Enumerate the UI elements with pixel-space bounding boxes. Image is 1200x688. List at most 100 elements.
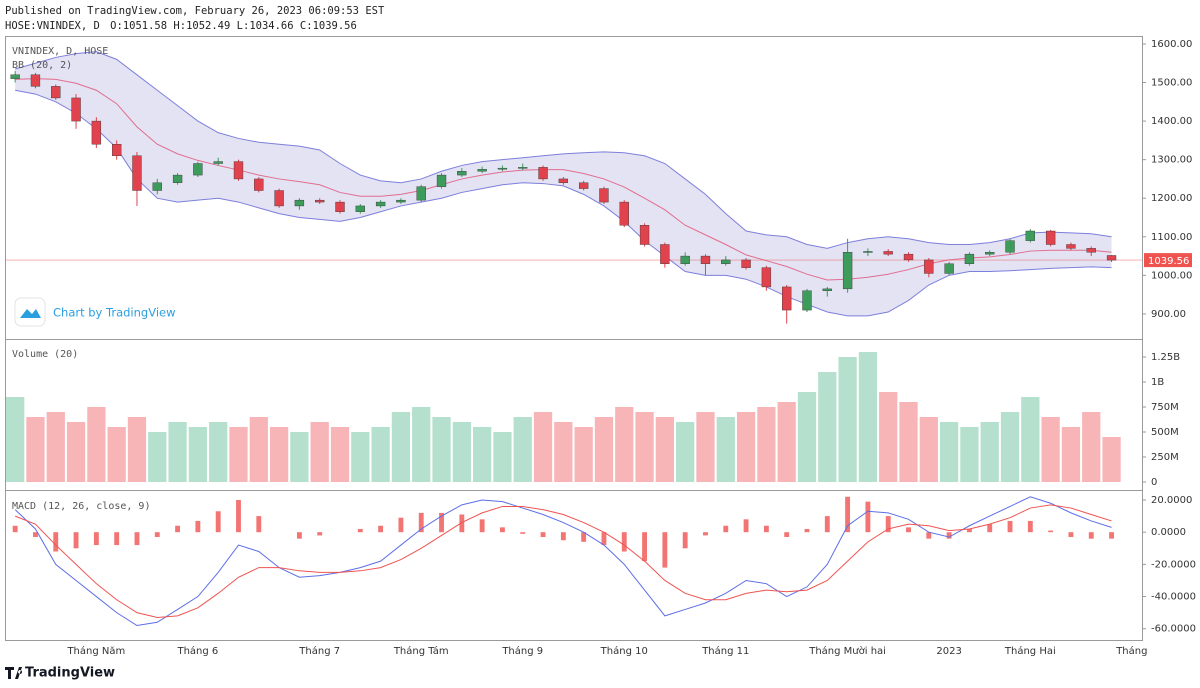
histogram-bar	[296, 532, 302, 539]
histogram-bar	[1007, 520, 1013, 533]
candle-body	[863, 251, 873, 253]
histogram-bar	[256, 516, 262, 533]
y-tick-label: 1B	[1151, 377, 1164, 388]
volume-bar	[818, 372, 837, 482]
brand-logo	[5, 667, 23, 679]
macd-line	[14, 504, 1112, 618]
histogram-bar	[500, 527, 505, 533]
candle-body	[761, 267, 772, 288]
x-tick-label: Tháng	[1115, 645, 1147, 657]
histogram-bar	[175, 525, 181, 533]
candle-body	[436, 174, 447, 187]
volume-bar	[879, 392, 898, 482]
y-tick-label: 1500.00	[1151, 78, 1192, 89]
candle-body	[1025, 230, 1035, 241]
y-tick-label: -60.0000	[1151, 624, 1196, 635]
histogram-bar	[560, 532, 566, 541]
candle-body	[802, 290, 812, 311]
y-tick-label: 1000.00	[1151, 270, 1192, 281]
candle-body	[335, 201, 345, 212]
pane-title: MACD (12, 26, close, 9)	[12, 501, 150, 512]
volume-bar	[168, 422, 187, 482]
x-tick-label: 2023	[936, 646, 961, 657]
candle-body	[315, 199, 325, 203]
candle-body	[193, 163, 203, 176]
histogram-bar	[195, 520, 201, 533]
candle-body	[294, 199, 305, 207]
candle-body	[71, 97, 81, 122]
candle-body	[578, 182, 589, 189]
x-tick-label: Tháng 9	[501, 645, 543, 657]
pane-title: VNINDEX, D, HOSE	[12, 46, 108, 57]
histogram-bar	[601, 532, 607, 546]
histogram-bar	[398, 517, 404, 533]
symbol: HOSE:VNINDEX, D	[5, 20, 100, 32]
histogram-bar	[926, 532, 932, 539]
histogram-bar	[53, 532, 59, 552]
histogram-bar	[479, 519, 485, 533]
y-tick-label: 20.0000	[1151, 495, 1192, 506]
y-tick-label: 1100.00	[1151, 232, 1192, 243]
candle-body	[1045, 230, 1056, 245]
candle-body	[619, 201, 629, 226]
histogram-bar	[723, 525, 729, 533]
y-tick-label: -20.0000	[1151, 559, 1196, 570]
volume-bar	[960, 427, 979, 482]
candle-body	[985, 252, 995, 255]
candle-body	[152, 182, 162, 191]
histogram-bar	[73, 532, 79, 549]
volume-bar	[1021, 397, 1040, 482]
histogram-bar	[33, 532, 38, 538]
histogram-bar	[1088, 532, 1094, 539]
candle-body	[274, 190, 284, 207]
volume-bar	[919, 417, 938, 482]
candle-body	[700, 255, 711, 264]
histogram-bar	[1109, 532, 1114, 539]
watermark-text: Chart by TradingView	[53, 306, 176, 320]
x-tick-label: Tháng Năm	[66, 645, 125, 657]
pane-title: Volume (20)	[12, 349, 78, 360]
volume-bar	[269, 427, 289, 482]
volume-bar	[229, 427, 248, 482]
volume-bar	[209, 422, 228, 482]
ohlc-label: O:	[110, 20, 123, 32]
pane-subtitle: BB (20, 2)	[12, 60, 72, 71]
volume-bar	[1061, 427, 1081, 482]
volume-bar	[513, 417, 532, 482]
candle-body	[518, 167, 528, 169]
histogram-bar	[540, 532, 546, 538]
volume-bar	[127, 417, 147, 482]
candle-body	[741, 259, 751, 268]
volume-bar	[676, 422, 695, 482]
volume-bar	[6, 397, 25, 482]
candle-body	[924, 259, 934, 274]
candle-body	[233, 161, 244, 180]
candle-body	[355, 205, 365, 212]
ohlc-label: H:	[173, 20, 186, 32]
histogram-bar	[966, 528, 972, 533]
published-line: Published on TradingView.com, February 2…	[5, 5, 385, 17]
ohlc-value: 1051.58	[123, 20, 167, 32]
volume-bar	[310, 422, 329, 482]
volume-bar	[594, 417, 614, 482]
histogram-bar	[236, 500, 241, 533]
histogram-bar	[459, 514, 465, 533]
ohlc-value: 1052.49	[186, 20, 230, 32]
y-tick-label: 900.00	[1151, 309, 1186, 320]
x-tick-label: Tháng Mười hai	[808, 645, 886, 657]
y-tick-label: 500M	[1151, 427, 1179, 438]
volume-bar	[1000, 412, 1020, 482]
ohlc-value: 1039.56	[313, 20, 357, 32]
histogram-bar	[662, 532, 668, 568]
candle-body	[721, 259, 731, 264]
volume-bar	[757, 407, 776, 482]
volume-bar	[655, 417, 675, 482]
watermark: Chart by TradingView	[14, 297, 176, 327]
volume-bar	[858, 352, 878, 482]
candle-body	[112, 144, 122, 156]
candle-body	[883, 251, 893, 255]
histogram-bar	[987, 524, 993, 533]
volume-bar	[1102, 437, 1121, 482]
candle-body	[944, 263, 954, 274]
